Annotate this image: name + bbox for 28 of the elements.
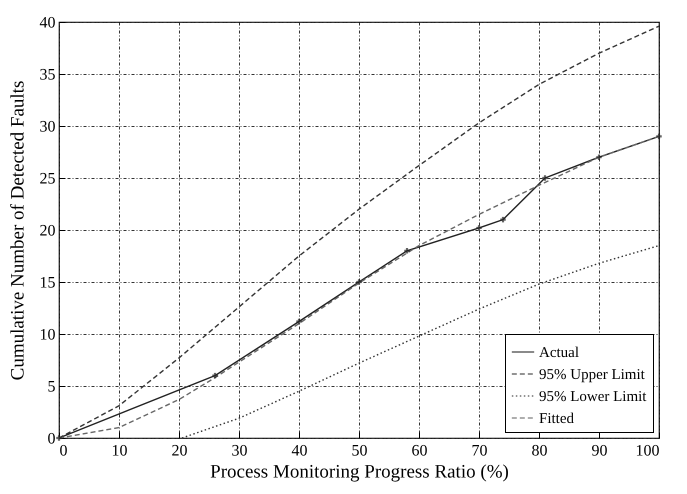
y-tick-label: 30 (40, 118, 56, 136)
x-tick-label: 0 (60, 442, 68, 460)
y-axis-title: Cumulative Number of Detected Faults (8, 80, 28, 380)
x-tick-label: 40 (292, 442, 308, 460)
legend-label: 95% Upper Limit (539, 367, 646, 383)
x-tick-label: 90 (592, 442, 608, 460)
y-tick-label: 40 (40, 14, 56, 32)
y-tick-label: 10 (40, 326, 56, 344)
y-tick-label: 5 (48, 378, 56, 396)
x-tick-label: 10 (112, 442, 128, 460)
point (404, 248, 410, 254)
x-tick-label: 50 (352, 442, 368, 460)
y-tick-label: 15 (40, 274, 56, 292)
legend-label: Fitted (539, 411, 574, 427)
x-tick-label: 100 (636, 442, 660, 460)
x-tick-label: 60 (412, 442, 428, 460)
y-tick-label: 20 (40, 222, 56, 240)
x-tick-label: 80 (532, 442, 548, 460)
x-tick-label: 70 (472, 442, 488, 460)
legend-label: Actual (539, 345, 579, 361)
point (596, 154, 602, 160)
x-axis-title: Process Monitoring Progress Ratio (%) (210, 462, 509, 482)
y-tick-label: 25 (40, 170, 56, 188)
y-tick-label: 35 (40, 66, 56, 84)
x-tick-label: 20 (172, 442, 188, 460)
x-tick-label: 30 (232, 442, 248, 460)
legend-label: 95% Lower Limit (539, 389, 648, 405)
y-tick-label: 0 (48, 430, 56, 448)
